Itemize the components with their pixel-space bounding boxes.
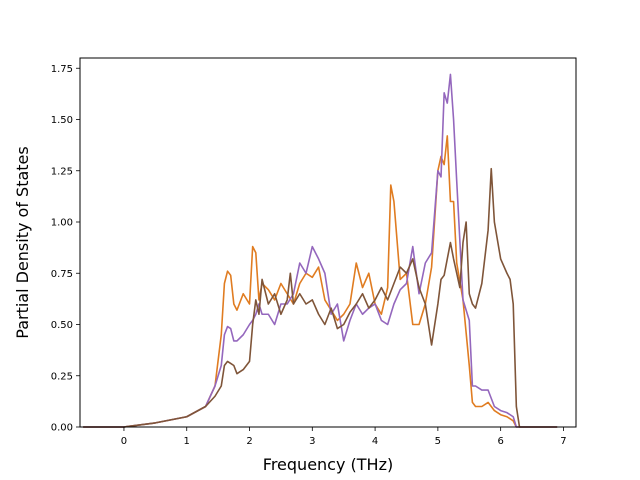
series-line-1	[83, 135, 558, 428]
y-axis-ticks: 0.00 0.25 0.50 0.75 1.00 1.25 1.50 1.75	[51, 64, 80, 434]
x-tick-label: 4	[372, 436, 378, 447]
x-axis-ticks: 0 1 2 3 4 5 6 7	[121, 427, 567, 447]
x-tick-label: 6	[497, 436, 503, 447]
y-tick-label: 0.25	[51, 371, 73, 382]
x-tick-label: 0	[121, 436, 127, 447]
y-tick-label: 1.50	[51, 115, 73, 126]
y-tick-label: 1.25	[51, 166, 73, 177]
y-tick-label: 1.00	[51, 218, 73, 229]
y-tick-label: 1.75	[51, 64, 73, 75]
y-tick-label: 0.00	[51, 423, 73, 434]
y-tick-label: 0.75	[51, 269, 73, 280]
series-line-3	[83, 167, 558, 428]
x-tick-label: 7	[560, 436, 566, 447]
y-axis-label: Partial Density of States	[13, 146, 32, 338]
x-tick-label: 3	[309, 436, 315, 447]
x-tick-label: 2	[246, 436, 252, 447]
x-axis-label: Frequency (THz)	[263, 455, 393, 474]
axes-frame	[79, 57, 577, 428]
x-tick-label: 1	[184, 436, 190, 447]
y-tick-label: 0.50	[51, 320, 73, 331]
plot-lines	[83, 73, 558, 428]
x-tick-label: 5	[435, 436, 441, 447]
